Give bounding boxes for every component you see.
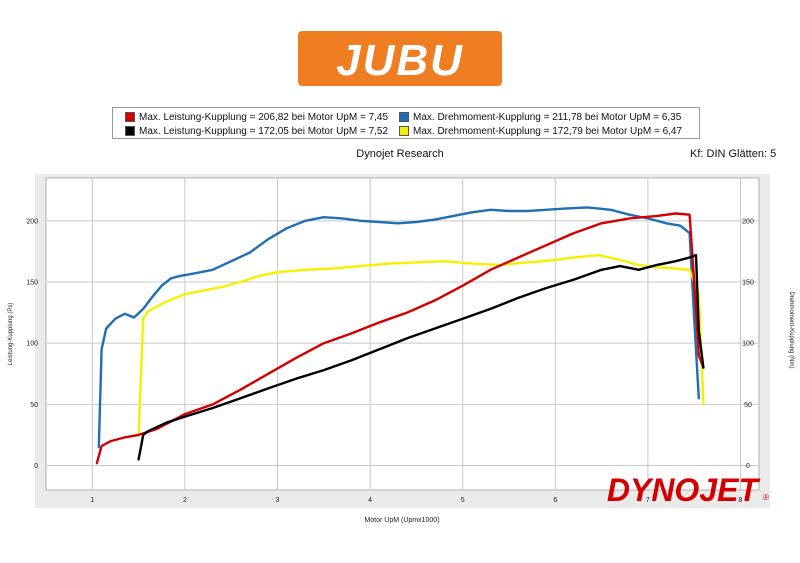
series-line-0 [97,206,700,449]
y2-tick-label: 100 [742,341,754,348]
x-tick-label: 7 [646,497,650,504]
x-tick-label: 4 [368,497,372,504]
legend-entry-black-power: Max. Leistung-Kupplung = 172,05 bei Moto… [125,124,388,138]
chart-legend: Max. Leistung-Kupplung = 206,82 bei Moto… [112,107,700,139]
x-tick-label: 1 [90,497,94,504]
series-line-3 [137,253,705,461]
legend-entry-blue-torque: Max. Drehmoment-Kupplung = 211,78 bei Mo… [399,110,681,124]
plot-area [45,177,760,491]
legend-swatch [125,112,135,122]
legend-text: Max. Drehmoment-Kupplung = 172,79 bei Mo… [413,125,683,137]
tick-labels: 1 2 3 4 5 6 7 8 0 50 100 150 200 0 50 100 150 200 [26,218,754,504]
x-axis-label: Motor UpM (Upmx1000) [364,517,439,524]
y2-tick-label: 150 [742,280,754,287]
y-axis-label: Leistung-Kupplung (Ps) [8,303,14,366]
y2-axis-label: Drehmoment-Kupplung (Nm) [788,291,794,368]
chart-subtitle: Dynojet Research [356,148,444,160]
x-tick-label: 8 [739,497,743,504]
x-tick-label: 3 [276,497,280,504]
legend-text: Max. Leistung-Kupplung = 206,82 bei Moto… [139,111,389,123]
logo-text: JUBU [336,36,464,85]
y-tick-label: 0 [34,463,38,470]
jubu-logo-graphic: JUBU [298,31,502,86]
x-tick-label: 6 [553,497,557,504]
legend-text: Max. Drehmoment-Kupplung = 211,78 bei Mo… [413,111,682,123]
smoothing-info: Kf: DIN Glätten: 5 [690,148,777,160]
legend-entry-yellow-torque: Max. Drehmoment-Kupplung = 172,79 bei Mo… [399,124,682,138]
x-tick-label: 2 [183,497,187,504]
dynojet-logo-part2: JET [699,472,760,508]
data-series [95,206,705,465]
legend-text: Max. Leistung-Kupplung = 172,05 bei Moto… [139,125,389,137]
y-tick-label: 50 [30,402,38,409]
registered-mark: ® [763,493,769,502]
y2-tick-label: 50 [744,402,752,409]
y-tick-label: 200 [26,218,38,225]
legend-swatch [125,126,135,136]
dynojet-logo-part1: DYNO [607,472,700,508]
dynojet-logo-text: DYNOJET [607,472,761,508]
y-tick-label: 150 [26,280,38,287]
y-tick-label: 100 [26,341,38,348]
legend-swatch [399,126,409,136]
y2-tick-label: 200 [742,218,754,225]
series-line-1 [137,253,705,437]
x-tick-label: 5 [461,497,465,504]
legend-entry-red-power: Max. Leistung-Kupplung = 206,82 bei Moto… [125,110,388,124]
y2-tick-label: 0 [746,463,750,470]
legend-swatch [399,112,409,122]
logo-background [298,31,502,86]
jubu-logo: JUBU [298,31,502,91]
